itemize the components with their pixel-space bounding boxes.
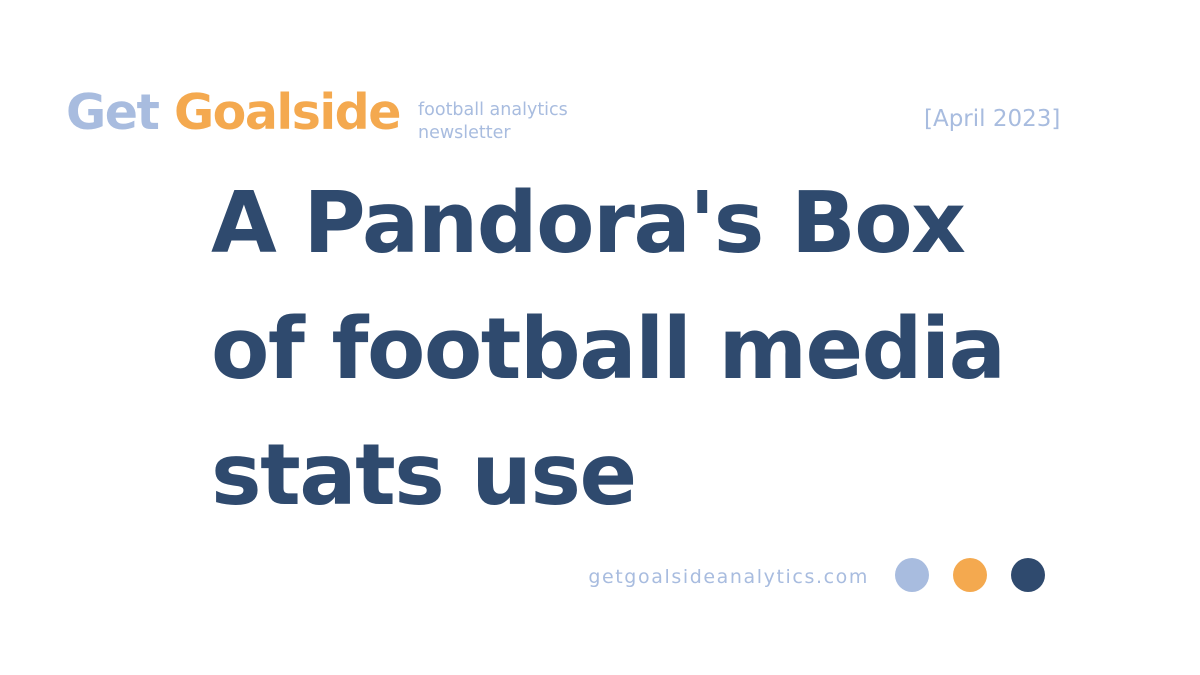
site-url: getgoalsideanalytics.com	[588, 566, 869, 588]
logo-word-get: Get	[66, 84, 160, 141]
newsletter-tagline: football analytics newsletter	[418, 99, 568, 145]
issue-date: [April 2023]	[924, 106, 1061, 132]
tagline-line-2: newsletter	[418, 123, 511, 143]
navy-dot	[1011, 558, 1045, 592]
title-line-2: of football media	[211, 300, 1006, 399]
title-line-3: stats use	[211, 426, 637, 525]
periwinkle-dot	[895, 558, 929, 592]
article-title: A Pandora's Box of football media stats …	[211, 161, 1006, 539]
orange-dot	[953, 558, 987, 592]
logo-word-goalside: Goalside	[173, 84, 402, 141]
footer: getgoalsideanalytics.com	[588, 558, 1045, 592]
title-line-1: A Pandora's Box	[211, 174, 966, 273]
tagline-line-1: football analytics	[418, 100, 568, 120]
brand-logo: Get Goalside	[66, 88, 401, 137]
